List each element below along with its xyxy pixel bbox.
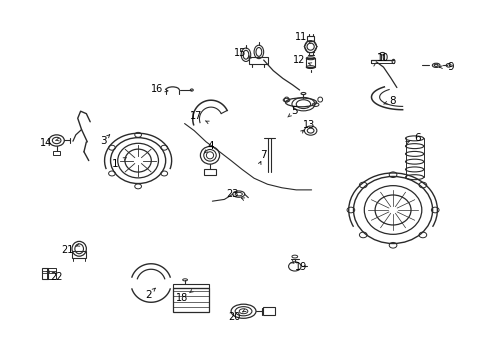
- Text: 4: 4: [207, 141, 214, 152]
- Text: 6: 6: [414, 133, 421, 143]
- Text: 7: 7: [260, 150, 266, 160]
- Text: 18: 18: [176, 293, 188, 303]
- Bar: [172, 284, 208, 288]
- Text: 20: 20: [228, 312, 241, 322]
- Bar: [41, 268, 48, 279]
- Bar: [262, 307, 274, 315]
- Text: 14: 14: [40, 138, 52, 148]
- Text: 9: 9: [447, 62, 453, 72]
- Bar: [249, 57, 268, 64]
- Text: 1: 1: [112, 159, 118, 169]
- Text: 2: 2: [145, 290, 152, 300]
- Text: 17: 17: [190, 112, 203, 121]
- Bar: [72, 251, 86, 258]
- Text: 11: 11: [294, 32, 306, 42]
- Bar: [46, 268, 56, 279]
- Text: 12: 12: [293, 55, 305, 65]
- Text: 10: 10: [377, 53, 389, 63]
- Text: 22: 22: [50, 272, 62, 282]
- Bar: [305, 58, 314, 67]
- Bar: [204, 170, 215, 175]
- Bar: [53, 151, 60, 155]
- Text: 19: 19: [294, 262, 306, 273]
- Text: 21: 21: [61, 245, 73, 255]
- Text: 5: 5: [291, 106, 298, 116]
- Text: 8: 8: [389, 96, 396, 105]
- Bar: [306, 36, 313, 41]
- Bar: [172, 288, 208, 312]
- Text: 16: 16: [151, 84, 163, 94]
- Text: 3: 3: [100, 136, 106, 146]
- Text: 23: 23: [226, 189, 238, 199]
- Text: 13: 13: [303, 120, 315, 130]
- Text: 15: 15: [233, 48, 245, 58]
